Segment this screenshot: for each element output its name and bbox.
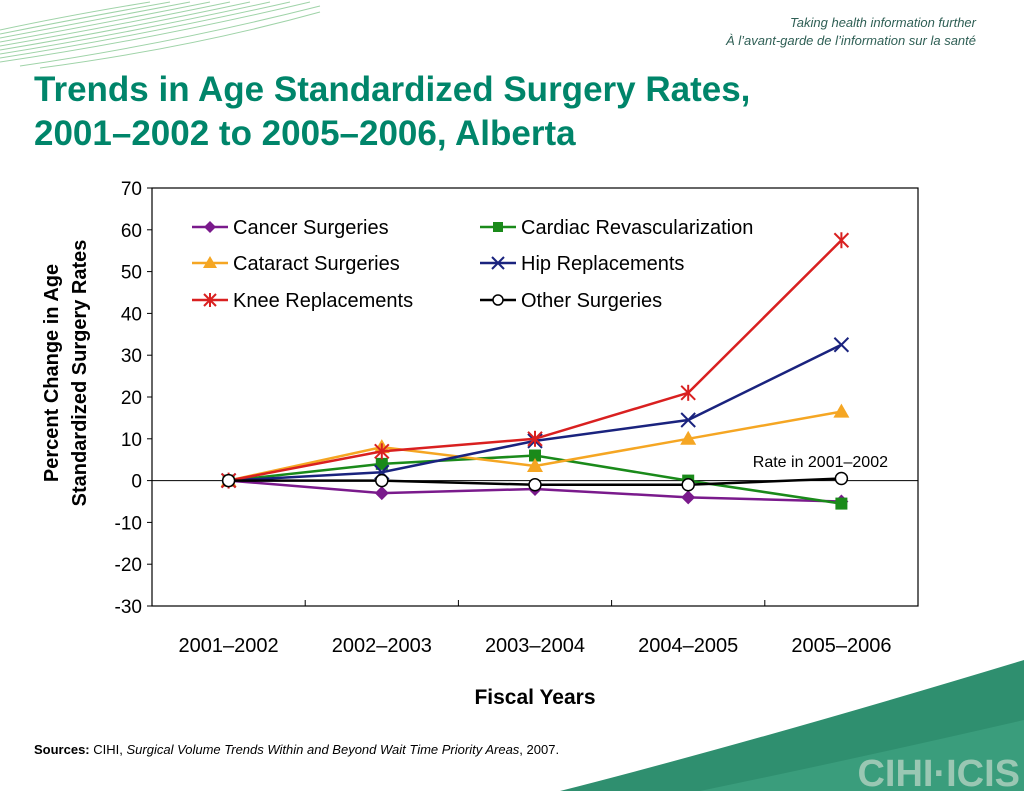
legend-label: Cardiac Revascularization [521, 217, 753, 239]
chart-legend: Cancer Surgeries Cardiac Revascularizatio… [192, 217, 753, 312]
sources-org: CIHI, [89, 742, 127, 757]
asterisk-marker [833, 232, 850, 249]
y-tick-label: -30 [115, 597, 142, 618]
legend-item: Knee Replacements [192, 290, 413, 312]
y-tick-label: 10 [121, 430, 142, 451]
triangle-marker [680, 430, 697, 445]
header-swoosh-lines [0, 1, 321, 69]
legend-item: Hip Replacements [480, 253, 684, 275]
y-tick-label: 20 [121, 388, 142, 409]
asterisk-marker [680, 384, 696, 401]
y-tick-label: 40 [121, 304, 142, 325]
y-tick-label: 30 [121, 346, 142, 367]
diamond-marker [374, 486, 389, 501]
triangle-marker [833, 403, 850, 418]
diamond-marker [204, 221, 216, 233]
tagline-french: À l’avant-garde de l’information sur la … [725, 33, 976, 48]
sources-year: , 2007. [519, 742, 560, 757]
x-marker [491, 256, 505, 270]
legend-label: Knee Replacements [233, 290, 413, 312]
triangle-marker [203, 256, 217, 268]
y-axis-label-line-1: Percent Change in Age [41, 264, 63, 482]
asterisk-marker [203, 293, 217, 307]
circle-marker [221, 473, 236, 488]
y-tick-label: 60 [121, 221, 142, 242]
y-tick-label: 70 [121, 179, 142, 200]
sources-publication: Surgical Volume Trends Within and Beyond… [126, 742, 520, 757]
title-line-2: 2001–2002 to 2005–2006, Alberta [34, 114, 576, 153]
y-tick-label: -20 [115, 555, 142, 576]
square-marker [529, 449, 541, 462]
x-tick-label: 2005–2006 [791, 635, 891, 657]
square-marker [493, 222, 503, 232]
y-tick-label: 50 [121, 263, 142, 284]
legend-item: Cardiac Revascularization [480, 217, 753, 239]
chart-axes: 70 60 50 40 30 20 10 0 -10 -20 -30 2001–2002 2002–20… [115, 179, 919, 657]
x-marker [833, 337, 850, 353]
tagline-english: Taking health information further [790, 15, 976, 30]
circle-marker [681, 478, 695, 492]
page-title: Trends in Age Standardized Surgery Rates… [34, 68, 934, 156]
y-tick-label: 0 [131, 472, 142, 493]
legend-label: Hip Replacements [521, 253, 684, 275]
series-other-surgeries [221, 471, 849, 492]
plot-frame [151, 187, 919, 607]
asterisk-marker [374, 443, 390, 460]
y-tick-label: -10 [115, 513, 142, 534]
x-marker-stroke [491, 256, 505, 270]
sources-label: Sources: [34, 742, 90, 757]
circle-marker [492, 294, 504, 306]
legend-item: Cataract Surgeries [192, 253, 400, 275]
x-tick-label: 2002–2003 [332, 635, 432, 657]
circle-marker [375, 473, 389, 488]
circle-marker [834, 471, 849, 486]
title-line-1: Trends in Age Standardized Surgery Rates… [34, 70, 751, 109]
circle-marker [528, 478, 542, 492]
legend-item: Other Surgeries [480, 290, 662, 312]
legend-label: Cancer Surgeries [233, 217, 389, 239]
x-tick-label: 2001–2002 [179, 635, 279, 657]
x-tick-label: 2003–2004 [485, 635, 585, 657]
x-marker-stroke [833, 337, 850, 353]
diamond-marker [681, 490, 696, 505]
triangle-marker [527, 457, 543, 472]
legend-item: Cancer Surgeries [192, 217, 389, 239]
x-marker-stroke [680, 412, 696, 428]
x-marker [680, 412, 696, 428]
square-marker [375, 457, 388, 470]
asterisk-marker [527, 430, 543, 447]
legend-label: Cataract Surgeries [233, 253, 400, 275]
x-tick-label: 2004–2005 [638, 635, 738, 657]
footer-logo: CIHI·ICIS [560, 660, 1024, 791]
y-axis-label-line-2: Standardized Surgery Rates [69, 240, 91, 507]
x-axis-label: Fiscal Years [474, 686, 595, 709]
legend-label: Other Surgeries [521, 290, 662, 312]
square-marker [835, 497, 848, 510]
logo-text: CIHI·ICIS [857, 753, 1020, 791]
chart-series [220, 232, 850, 510]
sources-note: Sources: CIHI, Surgical Volume Trends Wi… [34, 742, 559, 757]
chart-annotation: Rate in 2001–2002 [753, 454, 888, 471]
